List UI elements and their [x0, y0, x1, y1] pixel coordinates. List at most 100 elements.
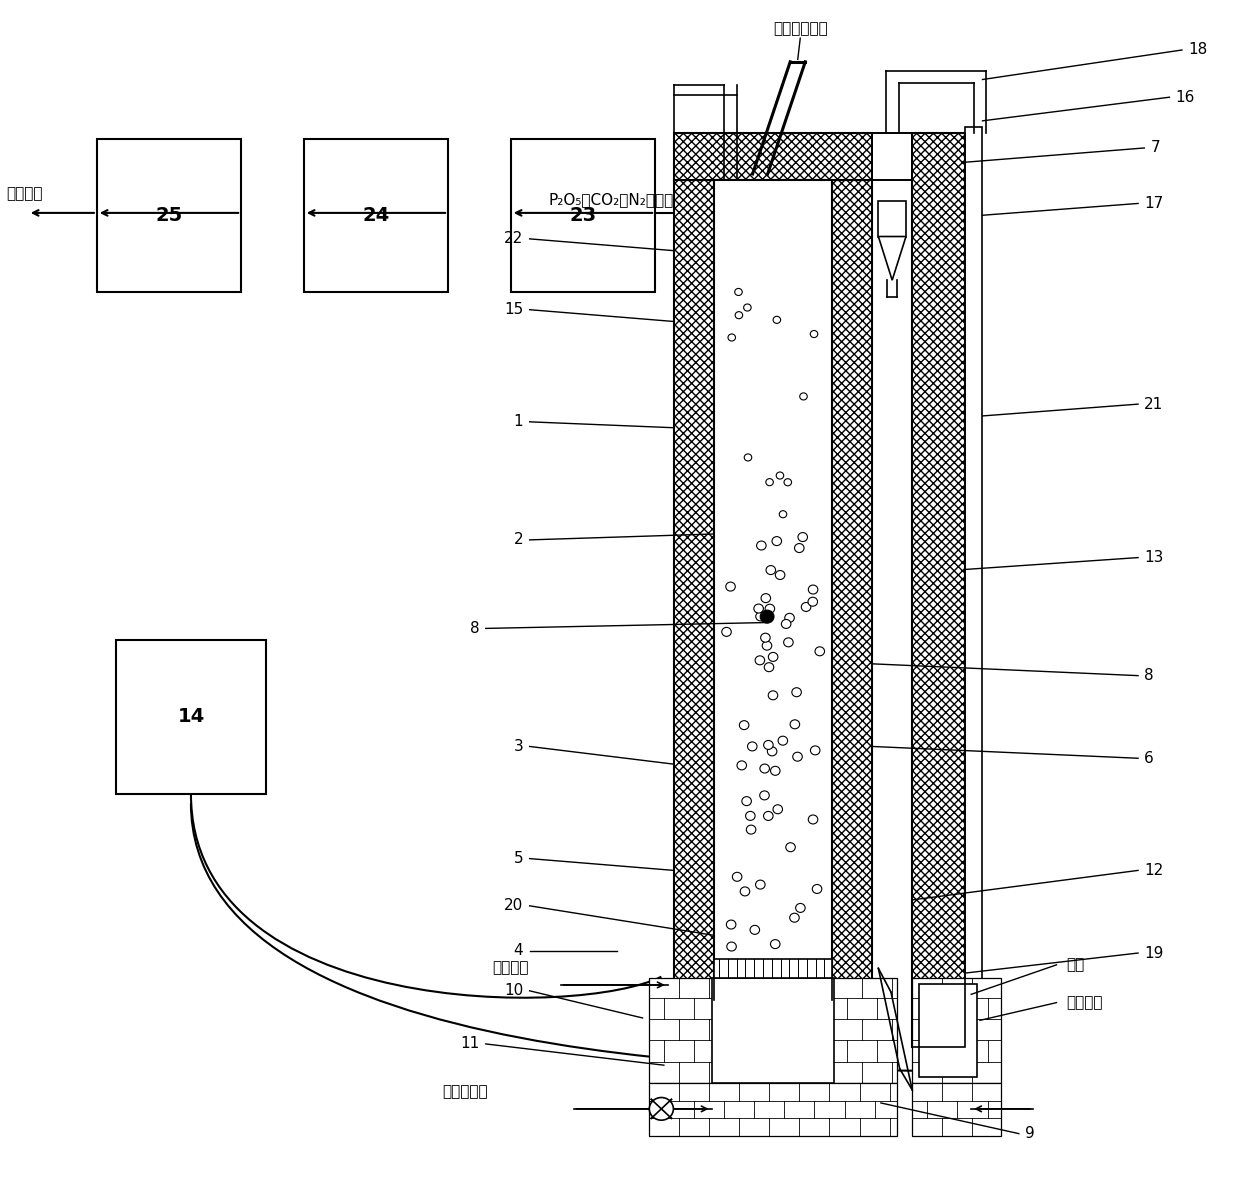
Text: 3: 3	[514, 739, 523, 754]
Circle shape	[800, 393, 808, 400]
Circle shape	[747, 742, 757, 751]
Circle shape	[735, 312, 742, 319]
Circle shape	[760, 610, 774, 623]
Circle shape	[722, 627, 731, 637]
Bar	[674, 180, 714, 1000]
Circle shape	[776, 472, 784, 479]
Polygon shape	[878, 236, 906, 280]
Circle shape	[740, 721, 748, 729]
Circle shape	[772, 805, 782, 814]
Text: 炉渣: 炉渣	[1066, 957, 1085, 973]
Bar	[878, 202, 906, 236]
Text: 15: 15	[504, 302, 523, 317]
Bar	[919, 983, 978, 1077]
Bar	[912, 1083, 1002, 1136]
Circle shape	[649, 1097, 673, 1121]
Text: 磷矿混合粒料: 磷矿混合粒料	[772, 21, 828, 36]
Circle shape	[767, 747, 777, 755]
Circle shape	[808, 598, 818, 606]
Circle shape	[746, 811, 755, 821]
Circle shape	[798, 533, 808, 542]
Text: 23: 23	[570, 205, 596, 225]
Circle shape	[795, 543, 804, 553]
Text: 9: 9	[1026, 1127, 1034, 1141]
Circle shape	[790, 720, 800, 728]
Text: 22: 22	[504, 231, 523, 247]
Circle shape	[791, 688, 801, 696]
Circle shape	[770, 939, 780, 949]
Circle shape	[766, 479, 774, 486]
Circle shape	[809, 585, 818, 594]
Circle shape	[772, 536, 781, 546]
Bar	[714, 959, 832, 977]
Circle shape	[726, 920, 736, 929]
Circle shape	[810, 746, 820, 754]
Circle shape	[779, 737, 788, 745]
Text: 工艺尾气: 工艺尾气	[6, 186, 43, 202]
Text: 18: 18	[1188, 43, 1207, 57]
Circle shape	[813, 885, 822, 893]
Bar	[712, 977, 834, 1083]
Circle shape	[756, 880, 765, 890]
Circle shape	[756, 541, 766, 550]
Text: 21: 21	[1144, 396, 1163, 412]
Text: 19: 19	[1144, 945, 1164, 961]
Circle shape	[769, 652, 777, 662]
Circle shape	[750, 925, 760, 935]
Circle shape	[761, 633, 770, 642]
Circle shape	[743, 304, 751, 311]
Bar	[965, 127, 983, 1077]
Text: 20: 20	[504, 898, 523, 913]
Circle shape	[766, 566, 776, 574]
Text: 12: 12	[1144, 863, 1163, 878]
Circle shape	[737, 761, 746, 770]
Text: 1: 1	[514, 414, 523, 429]
Text: 13: 13	[1144, 550, 1164, 565]
Circle shape	[779, 511, 786, 518]
Circle shape	[775, 570, 785, 580]
Circle shape	[753, 604, 764, 613]
Circle shape	[785, 613, 794, 623]
Bar	[872, 133, 912, 180]
Text: 富氧空气: 富氧空气	[491, 961, 528, 975]
Text: 25: 25	[155, 205, 183, 225]
Bar	[912, 133, 965, 1047]
Circle shape	[760, 791, 770, 799]
Circle shape	[760, 764, 770, 773]
Bar	[510, 139, 655, 292]
Circle shape	[746, 825, 756, 834]
Circle shape	[769, 690, 777, 700]
Bar	[97, 139, 241, 292]
Text: 燃料、空气: 燃料、空气	[442, 1084, 488, 1099]
Circle shape	[793, 752, 803, 761]
Bar	[832, 180, 872, 1000]
Bar	[649, 1083, 897, 1136]
Circle shape	[784, 479, 791, 486]
Circle shape	[728, 334, 736, 342]
Text: 流体介质: 流体介质	[1066, 995, 1102, 1010]
Bar	[912, 133, 965, 1047]
Bar	[674, 133, 872, 180]
Circle shape	[761, 594, 771, 602]
Text: 8: 8	[470, 621, 480, 636]
Text: 4: 4	[514, 943, 523, 958]
Text: P₂O₅、CO₂、N₂等气体: P₂O₅、CO₂、N₂等气体	[548, 192, 674, 208]
Circle shape	[764, 811, 774, 821]
Circle shape	[786, 843, 795, 852]
Text: 8: 8	[1144, 668, 1154, 683]
Circle shape	[765, 663, 774, 671]
Circle shape	[774, 317, 781, 324]
Circle shape	[784, 638, 794, 646]
Text: 6: 6	[1144, 751, 1154, 766]
Circle shape	[795, 904, 805, 912]
Bar	[116, 640, 266, 793]
Circle shape	[755, 656, 765, 665]
Circle shape	[726, 582, 736, 591]
Circle shape	[801, 602, 811, 612]
Circle shape	[790, 913, 799, 923]
Bar	[832, 977, 897, 1083]
Bar	[714, 180, 832, 1000]
Bar	[649, 977, 714, 1083]
Circle shape	[732, 873, 742, 881]
Circle shape	[742, 797, 751, 805]
